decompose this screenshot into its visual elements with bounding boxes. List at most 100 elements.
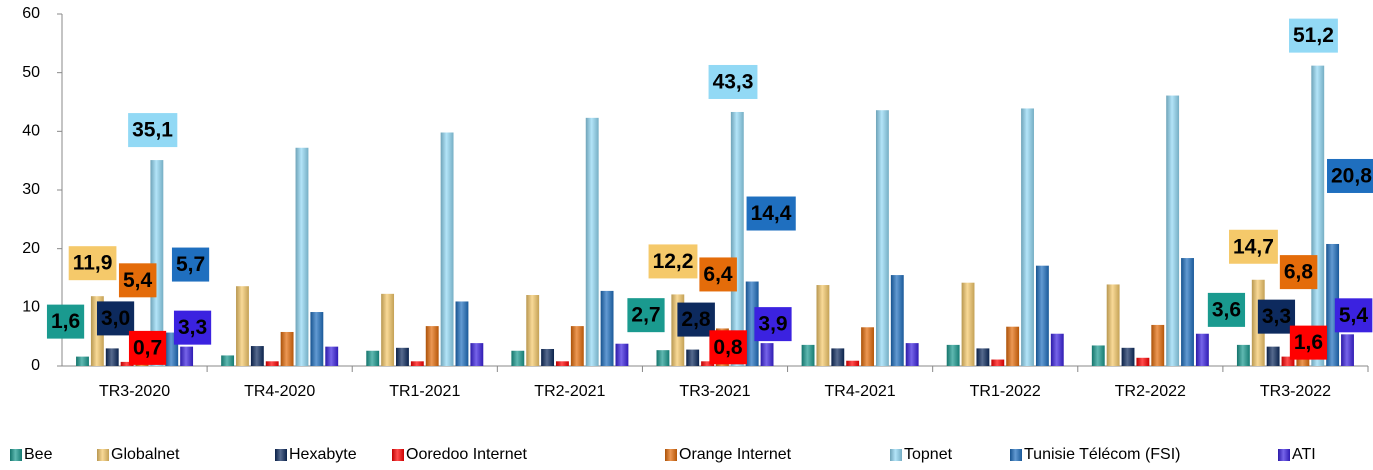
data-label: 11,9 bbox=[73, 252, 113, 275]
bar bbox=[541, 348, 555, 366]
bar bbox=[686, 349, 700, 366]
data-label-box bbox=[1257, 299, 1296, 334]
legend-label: ATI bbox=[1292, 446, 1316, 463]
data-label-box bbox=[627, 298, 665, 333]
x-tick-label: TR2-2022 bbox=[1115, 383, 1186, 400]
bar bbox=[396, 347, 409, 366]
data-label-box bbox=[1334, 298, 1373, 333]
bar bbox=[745, 281, 759, 366]
bar bbox=[1341, 334, 1354, 366]
y-tick-label: 40 bbox=[22, 123, 40, 140]
bar bbox=[310, 312, 324, 366]
bar bbox=[1166, 95, 1180, 367]
legend-label: Topnet bbox=[904, 446, 953, 463]
bar bbox=[455, 301, 469, 366]
bar bbox=[1311, 65, 1325, 367]
legend-label: Bee bbox=[24, 446, 53, 463]
data-label-box bbox=[1229, 229, 1278, 264]
y-tick-label: 60 bbox=[22, 5, 40, 22]
bar bbox=[905, 343, 919, 366]
bar bbox=[1151, 324, 1165, 366]
data-label: 14,4 bbox=[751, 202, 792, 225]
bar bbox=[875, 110, 889, 366]
data-label-box bbox=[708, 64, 758, 99]
data-label: 1,6 bbox=[1294, 331, 1323, 354]
data-label: 51,2 bbox=[1293, 24, 1334, 47]
bar bbox=[105, 348, 119, 366]
bar bbox=[890, 275, 904, 366]
data-label-box bbox=[746, 196, 796, 231]
legend-label: Orange Internet bbox=[679, 446, 792, 463]
data-label: 5,7 bbox=[176, 253, 205, 276]
bar bbox=[1195, 333, 1209, 366]
data-label: 0,8 bbox=[713, 336, 743, 359]
bar bbox=[1181, 258, 1194, 366]
data-label: 3,3 bbox=[1262, 305, 1291, 328]
y-tick-label: 0 bbox=[31, 357, 40, 374]
legend-swatch bbox=[890, 449, 902, 461]
x-tick-label: TR2-2021 bbox=[534, 383, 605, 400]
data-label-box bbox=[648, 244, 698, 279]
bar bbox=[831, 348, 845, 366]
x-tick-label: TR3-2021 bbox=[679, 383, 750, 400]
y-tick-label: 50 bbox=[22, 64, 40, 81]
bar bbox=[1266, 346, 1280, 366]
bar bbox=[600, 290, 614, 366]
bar bbox=[1236, 344, 1250, 366]
bar bbox=[236, 286, 249, 366]
x-tick-label: TR3-2022 bbox=[1260, 383, 1331, 400]
data-label: 3,3 bbox=[178, 316, 207, 339]
legend-swatch bbox=[1278, 449, 1290, 461]
bar bbox=[1006, 326, 1020, 366]
legend-label: Ooredoo Internet bbox=[406, 446, 528, 463]
legend-swatch bbox=[665, 449, 677, 461]
bar bbox=[280, 331, 294, 366]
data-label: 2,8 bbox=[681, 308, 711, 331]
data-label-box bbox=[118, 263, 157, 298]
data-label: 6,4 bbox=[703, 263, 733, 286]
data-label: 35,1 bbox=[132, 119, 173, 142]
data-label: 5,4 bbox=[1339, 304, 1369, 327]
data-label: 3,6 bbox=[1212, 298, 1241, 321]
bar bbox=[425, 326, 439, 366]
bar bbox=[570, 326, 584, 366]
bar bbox=[585, 117, 599, 366]
bar bbox=[1281, 356, 1295, 366]
x-tick-label: TR1-2022 bbox=[970, 383, 1041, 400]
data-label-box bbox=[709, 330, 747, 365]
bar bbox=[265, 361, 279, 366]
x-tick-label: TR3-2020 bbox=[99, 383, 170, 400]
bar bbox=[221, 355, 235, 366]
bar bbox=[976, 348, 990, 366]
bar bbox=[1326, 243, 1340, 366]
x-tick-label: TR4-2020 bbox=[244, 383, 315, 400]
bar bbox=[1136, 357, 1150, 366]
data-label: 14,7 bbox=[1233, 235, 1274, 258]
legend-swatch bbox=[275, 449, 287, 461]
data-label-box bbox=[171, 247, 210, 282]
bar bbox=[295, 147, 309, 366]
bar bbox=[1121, 347, 1135, 366]
data-label-box bbox=[1289, 18, 1338, 53]
y-tick-label: 20 bbox=[22, 240, 40, 257]
data-label-box bbox=[1289, 325, 1328, 360]
bar bbox=[440, 132, 454, 366]
data-label-box bbox=[128, 330, 167, 365]
bar bbox=[946, 344, 960, 366]
bar bbox=[701, 361, 714, 366]
data-label-box bbox=[1327, 158, 1373, 193]
legend-swatch bbox=[10, 449, 22, 461]
bar bbox=[470, 343, 484, 366]
y-tick-label: 10 bbox=[22, 299, 40, 316]
data-label: 43,3 bbox=[713, 71, 754, 94]
bar bbox=[1035, 265, 1049, 366]
bar bbox=[526, 295, 540, 366]
y-tick-label: 30 bbox=[22, 181, 40, 198]
data-label-box bbox=[699, 257, 737, 292]
bar bbox=[511, 350, 525, 366]
bar bbox=[961, 282, 975, 366]
bar bbox=[250, 346, 264, 366]
bar bbox=[366, 350, 380, 366]
x-tick-label: TR1-2021 bbox=[389, 383, 460, 400]
